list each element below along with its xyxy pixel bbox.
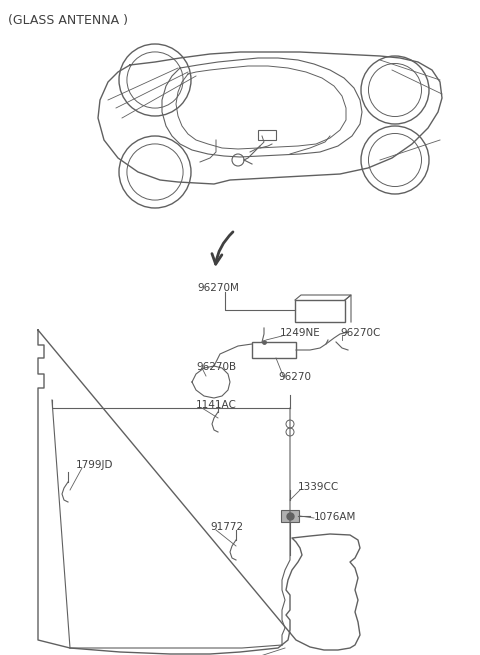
Text: 1076AM: 1076AM [314, 512, 356, 522]
Text: 96270M: 96270M [197, 283, 239, 293]
Text: 1249NE: 1249NE [280, 328, 321, 338]
Text: 96270C: 96270C [340, 328, 380, 338]
Text: 91772: 91772 [210, 522, 243, 532]
Text: 96270: 96270 [278, 372, 311, 382]
Text: 1141AC: 1141AC [196, 400, 237, 410]
Bar [258, 130, 276, 140]
Text: 96270B: 96270B [196, 362, 236, 372]
Bar [252, 342, 296, 358]
Bar [295, 300, 345, 322]
Text: 1799JD: 1799JD [76, 460, 113, 470]
Text: (GLASS ANTENNA ): (GLASS ANTENNA ) [8, 14, 128, 27]
Text: 1339CC: 1339CC [298, 482, 339, 492]
Bar [281, 510, 299, 522]
